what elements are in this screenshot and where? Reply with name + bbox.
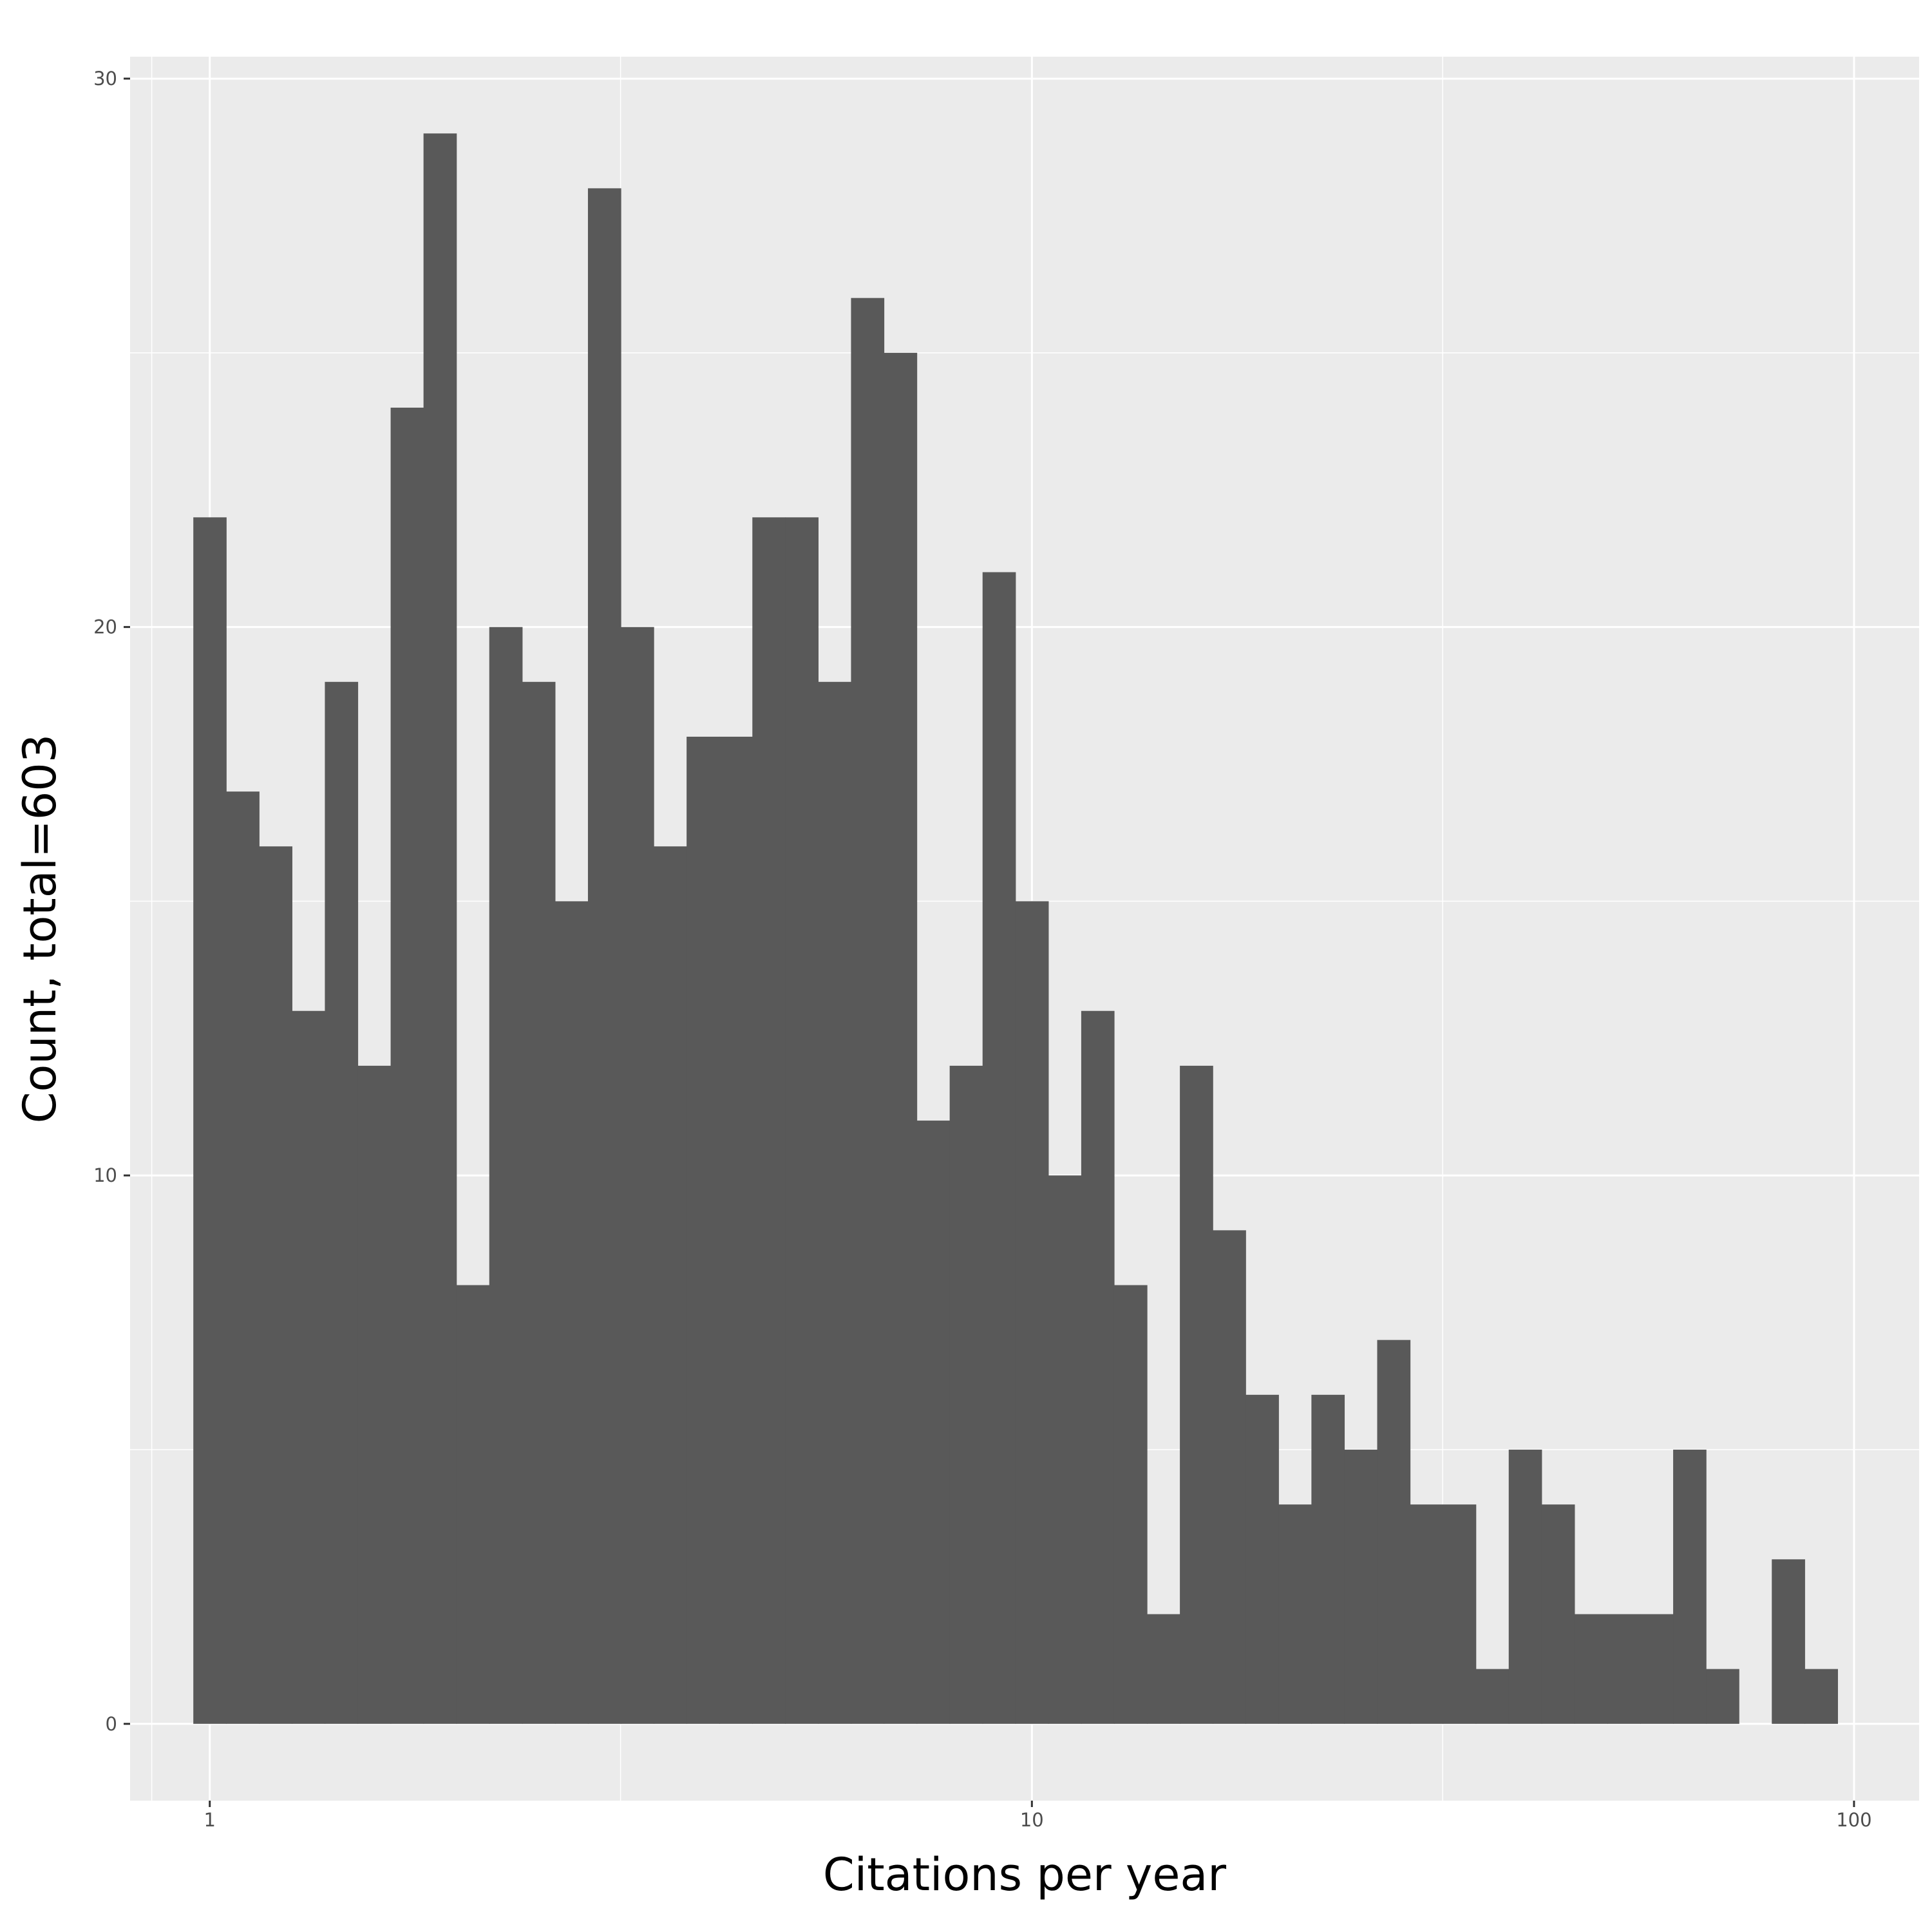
histogram-bar xyxy=(489,627,523,1724)
histogram-bar xyxy=(1640,1614,1674,1724)
histogram-bar xyxy=(982,572,1016,1724)
histogram-bar xyxy=(1311,1394,1345,1724)
histogram-bar xyxy=(1804,1669,1838,1724)
histogram-bar xyxy=(818,681,852,1724)
y-tick-label: 20 xyxy=(93,616,117,638)
histogram-bar xyxy=(1180,1065,1213,1724)
histogram-bar xyxy=(1443,1504,1477,1724)
x-axis-title: Citations per year xyxy=(823,1848,1226,1901)
histogram-bar xyxy=(1081,1010,1115,1724)
histogram-bar xyxy=(522,681,556,1724)
x-tick-label: 10 xyxy=(1020,1809,1044,1831)
y-tick-label: 30 xyxy=(93,68,117,90)
histogram-bar xyxy=(1213,1230,1246,1724)
histogram-bar xyxy=(1410,1504,1444,1724)
histogram-bar xyxy=(1048,1175,1082,1724)
histogram-bar xyxy=(1147,1614,1180,1724)
x-tick-label: 1 xyxy=(204,1809,215,1831)
histogram-bar xyxy=(621,627,654,1724)
histogram-bar xyxy=(1706,1669,1739,1724)
y-tick-label: 10 xyxy=(93,1164,117,1186)
histogram-bars xyxy=(193,133,1838,1724)
histogram-bar xyxy=(1245,1394,1279,1724)
histogram-bar xyxy=(719,736,753,1724)
histogram-bar xyxy=(390,408,424,1724)
histogram-bar xyxy=(587,188,621,1724)
histogram-bar xyxy=(226,791,260,1724)
histogram-bar xyxy=(193,517,227,1724)
histogram-bar xyxy=(949,1065,983,1724)
histogram-bar xyxy=(1015,901,1049,1724)
histogram-bar xyxy=(1508,1449,1542,1724)
histogram-bar xyxy=(1607,1614,1641,1724)
histogram-bar xyxy=(1278,1504,1312,1724)
histogram-bar xyxy=(325,681,359,1724)
histogram-bar xyxy=(1574,1614,1608,1724)
histogram-bar xyxy=(1772,1559,1805,1724)
histogram-bar xyxy=(259,846,292,1724)
histogram-bar xyxy=(1475,1669,1510,1724)
histogram-bar xyxy=(1673,1449,1707,1724)
histogram-bar xyxy=(1113,1285,1148,1724)
histogram-bar xyxy=(752,517,786,1724)
histogram-bar xyxy=(785,517,819,1724)
axis-ticks xyxy=(124,77,1855,1807)
histogram-bar xyxy=(687,736,720,1724)
x-tick-label: 100 xyxy=(1836,1809,1871,1831)
histogram-bar xyxy=(357,1065,392,1724)
y-axis-title: Count, total=603 xyxy=(14,734,66,1124)
histogram-bar xyxy=(423,133,457,1724)
histogram-bar xyxy=(1344,1449,1378,1724)
histogram-bar xyxy=(554,901,589,1724)
y-tick-label: 0 xyxy=(106,1713,117,1735)
histogram-bar xyxy=(292,1010,326,1724)
histogram-bar xyxy=(1541,1504,1575,1724)
tick-labels: 1 10 100 0 10 20 30 xyxy=(93,68,1872,1831)
histogram-bar xyxy=(654,846,687,1724)
histogram-bar xyxy=(851,298,885,1724)
histogram-bar xyxy=(884,352,918,1724)
histogram-bar xyxy=(456,1285,490,1724)
histogram-bar xyxy=(916,1121,951,1724)
histogram-bar xyxy=(1377,1340,1411,1724)
